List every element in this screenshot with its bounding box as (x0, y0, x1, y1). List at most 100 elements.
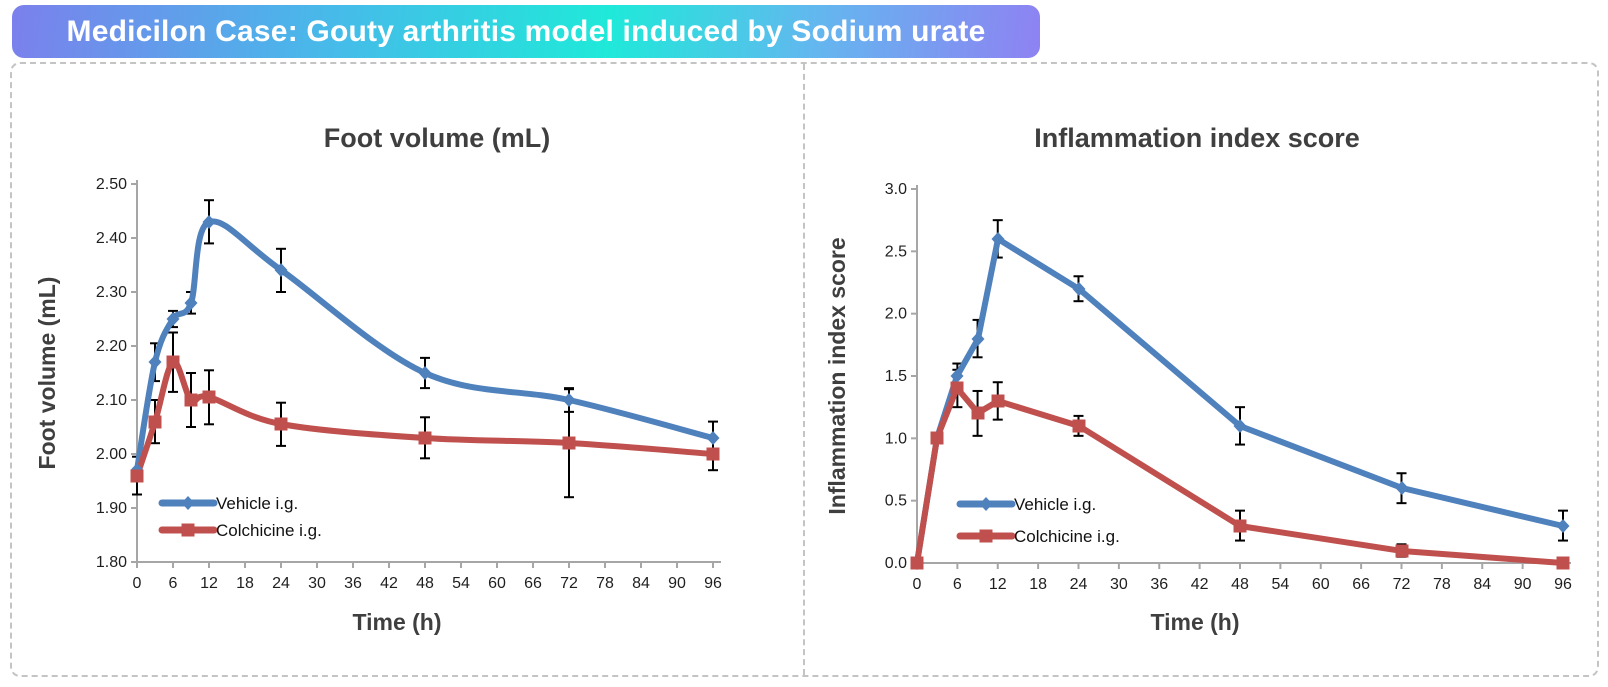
y-tick-label: 2.0 (885, 306, 907, 323)
y-tick-label: 2.10 (96, 392, 127, 409)
legend-marker-1 (181, 523, 195, 537)
x-tick-label: 72 (560, 575, 578, 592)
x-tick-label: 42 (380, 575, 398, 592)
x-tick-label: 48 (1231, 576, 1249, 593)
series-marker-1 (971, 406, 985, 420)
series-marker-0 (562, 393, 576, 407)
x-tick-label: 24 (272, 575, 290, 592)
legend-label-1: Colchicine i.g. (1014, 527, 1120, 546)
y-tick-label: 1.0 (885, 430, 907, 447)
series-marker-0 (202, 215, 216, 229)
series-marker-1 (1556, 556, 1570, 570)
legend-label-0: Vehicle i.g. (1014, 495, 1096, 514)
series-marker-1 (950, 381, 964, 395)
x-tick-label: 66 (1352, 576, 1370, 593)
y-axis-label: Inflammation index score (824, 237, 850, 514)
y-tick-label: 2.00 (96, 446, 127, 463)
y-tick-label: 2.20 (96, 338, 127, 355)
legend-marker-1 (979, 529, 993, 543)
x-tick-label: 72 (1393, 576, 1411, 593)
series-marker-0 (184, 296, 198, 310)
series-marker-0 (274, 263, 288, 277)
y-tick-label: 1.80 (96, 554, 127, 571)
y-tick-label: 2.30 (96, 284, 127, 301)
series-marker-0 (1556, 519, 1570, 533)
y-tick-label: 3.0 (885, 181, 907, 198)
series-marker-1 (274, 417, 288, 431)
series-marker-1 (148, 415, 162, 429)
y-tick-label: 1.90 (96, 500, 127, 517)
series-marker-0 (991, 232, 1005, 246)
legend-label-1: Colchicine i.g. (216, 521, 322, 540)
series-marker-1 (1395, 544, 1409, 558)
y-tick-label: 2.5 (885, 243, 907, 260)
x-tick-label: 66 (524, 575, 542, 592)
series-marker-0 (418, 366, 432, 380)
x-tick-label: 12 (989, 576, 1007, 593)
x-tick-label: 36 (344, 575, 362, 592)
x-tick-label: 24 (1070, 576, 1088, 593)
title-banner: Medicilon Case: Gouty arthritis model in… (12, 5, 1040, 58)
x-tick-label: 96 (704, 575, 722, 592)
x-tick-label: 54 (452, 575, 470, 592)
y-tick-label: 1.5 (885, 368, 907, 385)
inflammation-chart: Inflammation index score Time (h) Inflamma… (824, 123, 1572, 635)
legend-marker-0 (979, 497, 993, 511)
series-marker-0 (971, 332, 985, 346)
series-marker-1 (202, 390, 216, 404)
y-tick-label: 2.50 (96, 176, 127, 193)
x-tick-label: 18 (1029, 576, 1047, 593)
banner-text: Medicilon Case: Gouty arthritis model in… (66, 14, 986, 48)
x-axis-label: Time (h) (1150, 609, 1239, 635)
series-line-0 (134, 218, 716, 473)
series-marker-0 (1072, 282, 1086, 296)
y-axis-label: Foot volume (mL) (34, 277, 60, 470)
series-marker-1 (930, 431, 944, 445)
series-marker-1 (991, 394, 1005, 408)
x-tick-label: 36 (1150, 576, 1168, 593)
x-tick-label: 0 (133, 575, 142, 592)
x-tick-label: 6 (169, 575, 178, 592)
series-marker-0 (1233, 419, 1247, 433)
y-tick-label: 0.0 (885, 555, 907, 572)
x-tick-label: 48 (416, 575, 434, 592)
legend-label-0: Vehicle i.g. (216, 494, 298, 513)
foot-volume-chart: Foot volume (mL) Time (h) Foot volume (mL)… (34, 123, 722, 635)
x-tick-label: 96 (1554, 576, 1572, 593)
x-tick-label: 0 (913, 576, 922, 593)
series-marker-1 (130, 469, 144, 483)
series-marker-1 (562, 436, 576, 450)
x-tick-label: 6 (953, 576, 962, 593)
series-marker-0 (950, 369, 964, 383)
chart-title: Inflammation index score (1034, 123, 1360, 153)
x-tick-label: 78 (1433, 576, 1451, 593)
series-marker-0 (1395, 481, 1409, 495)
x-tick-label: 90 (668, 575, 686, 592)
y-tick-label: 0.5 (885, 493, 907, 510)
series-marker-0 (148, 355, 162, 369)
chart-board: Foot volume (mL) Time (h) Foot volume (mL)… (10, 62, 1599, 677)
legend-marker-0 (181, 496, 195, 510)
x-tick-label: 90 (1514, 576, 1532, 593)
x-tick-label: 54 (1271, 576, 1289, 593)
x-tick-label: 18 (236, 575, 254, 592)
x-tick-label: 84 (632, 575, 650, 592)
series-marker-1 (418, 431, 432, 445)
series-marker-1 (910, 556, 924, 570)
x-tick-label: 78 (596, 575, 614, 592)
series-marker-1 (166, 355, 180, 369)
x-tick-label: 30 (308, 575, 326, 592)
x-tick-label: 12 (200, 575, 218, 592)
series-marker-1 (1233, 519, 1247, 533)
panel-divider (803, 64, 805, 675)
x-tick-label: 84 (1473, 576, 1491, 593)
y-tick-label: 2.40 (96, 230, 127, 247)
chart-title: Foot volume (mL) (324, 123, 550, 153)
series-marker-0 (166, 312, 180, 326)
series-marker-0 (706, 431, 720, 445)
x-tick-label: 30 (1110, 576, 1128, 593)
series-marker-1 (706, 447, 720, 461)
series-marker-1 (1072, 419, 1086, 433)
x-axis-label: Time (h) (352, 609, 441, 635)
